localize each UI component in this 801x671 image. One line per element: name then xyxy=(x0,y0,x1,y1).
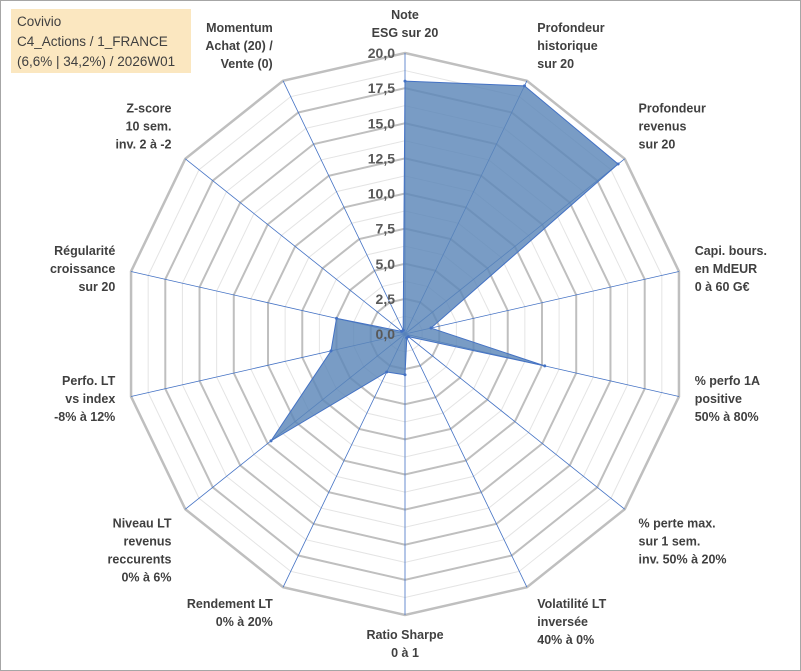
axis-label-momentum: Momentum Achat (20) / Vente (0) xyxy=(205,21,273,71)
tick-label: 12,5 xyxy=(368,150,395,166)
title-category: C4_Actions / 1_FRANCE xyxy=(17,34,168,49)
title-stats: (6,6% | 34,2%) / 2026W01 xyxy=(17,54,176,69)
data-point-niveau-lt xyxy=(269,439,273,443)
axis-label-note-esg: Note ESG sur 20 xyxy=(372,8,439,40)
axis-label-volatilite: Volatilité LT inversée 40% à 0% xyxy=(537,597,606,647)
spoke-momentum xyxy=(282,80,406,335)
axis-label-capi-bours: Capi. bours. en MdEUR 0 à 60 G€ xyxy=(695,244,767,294)
tick-label: 2,5 xyxy=(376,291,396,307)
data-point-perfo-1a xyxy=(543,364,547,368)
tick-label: 0,0 xyxy=(376,326,396,342)
tick-label: 7,5 xyxy=(376,221,396,237)
data-point-ratio-sharpe xyxy=(403,373,407,377)
data-point-profondeur-historique xyxy=(522,84,526,88)
axis-label-profondeur-revenus: Profondeur revenus sur 20 xyxy=(639,102,706,152)
axis-label-perfo-1a: % perfo 1A positive 50% à 80% xyxy=(695,374,760,424)
axis-label-profondeur-historique: Profondeur historique sur 20 xyxy=(537,21,604,71)
data-series-area xyxy=(270,80,619,442)
spoke-z-score xyxy=(185,158,406,335)
tick-label: 5,0 xyxy=(376,256,396,272)
axis-label-rendement-lt: Rendement LT 0% à 20% xyxy=(187,597,273,629)
tick-label: 17,5 xyxy=(368,80,395,96)
spoke-rendement-lt xyxy=(282,333,406,588)
data-point-capi-bours xyxy=(429,326,433,330)
axis-label-ratio-sharpe: Ratio Sharpe 0 à 1 xyxy=(366,628,443,660)
spoke-perte-max xyxy=(404,333,625,510)
data-point-rendement-lt xyxy=(385,370,389,374)
data-point-profondeur-revenus xyxy=(616,162,620,166)
data-point-note-esg xyxy=(403,79,407,83)
spoke-capi-bours xyxy=(404,271,680,335)
data-point-momentum xyxy=(401,328,405,332)
data-point-perfo-lt xyxy=(329,349,333,353)
axis-label-perfo-lt: Perfo. LT vs index -8% à 12% xyxy=(54,374,116,424)
chart-title-box: Covivio C4_Actions / 1_FRANCE (6,6% | 34… xyxy=(11,9,191,73)
axis-label-regularite: Régularité croissance sur 20 xyxy=(50,244,115,294)
spoke-volatilite xyxy=(404,333,528,588)
title-company: Covivio xyxy=(17,14,62,29)
axis-label-niveau-lt: Niveau LT revenus reccurents 0% à 6% xyxy=(108,516,172,584)
axis-label-z-score: Z-score 10 sem. inv. 2 à -2 xyxy=(115,102,171,152)
tick-label: 15,0 xyxy=(368,115,395,131)
axis-label-perte-max: % perte max. sur 1 sem. inv. 50% à 20% xyxy=(639,516,727,566)
tick-label: 20,0 xyxy=(368,45,395,61)
data-point-regularite xyxy=(335,316,339,320)
data-point-volatilite xyxy=(405,336,409,340)
tick-label: 10,0 xyxy=(368,186,395,202)
